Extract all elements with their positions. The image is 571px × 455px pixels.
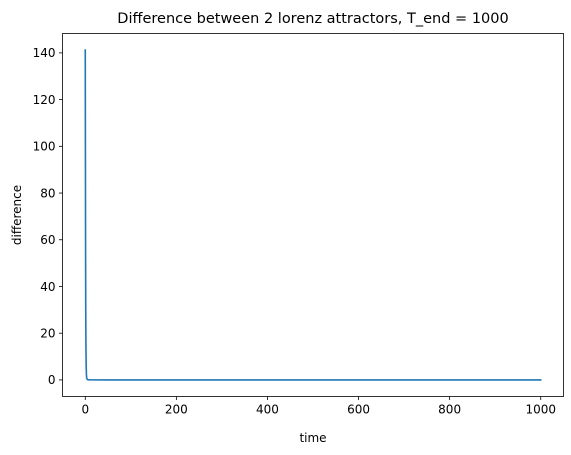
y-tick-label: 40	[40, 280, 55, 294]
y-tick-label: 60	[40, 233, 55, 247]
x-tick-label: 200	[165, 403, 188, 417]
y-tick-label: 140	[33, 46, 56, 60]
y-tick-label: 20	[40, 326, 55, 340]
y-tick-label: 0	[48, 373, 56, 387]
y-tick-label: 80	[40, 186, 55, 200]
x-tick-label: 800	[438, 403, 461, 417]
x-tick-label: 1000	[525, 403, 556, 417]
y-axis-label: difference	[10, 185, 24, 245]
x-axis-label: time	[299, 431, 326, 445]
x-tick-label: 600	[347, 403, 370, 417]
y-tick-label: 100	[33, 140, 56, 154]
x-tick-label: 400	[256, 403, 279, 417]
y-tick-label: 120	[33, 93, 56, 107]
x-tick-label: 0	[81, 403, 89, 417]
chart-title: Difference between 2 lorenz attractors, …	[117, 11, 508, 27]
plot-area	[63, 34, 564, 397]
